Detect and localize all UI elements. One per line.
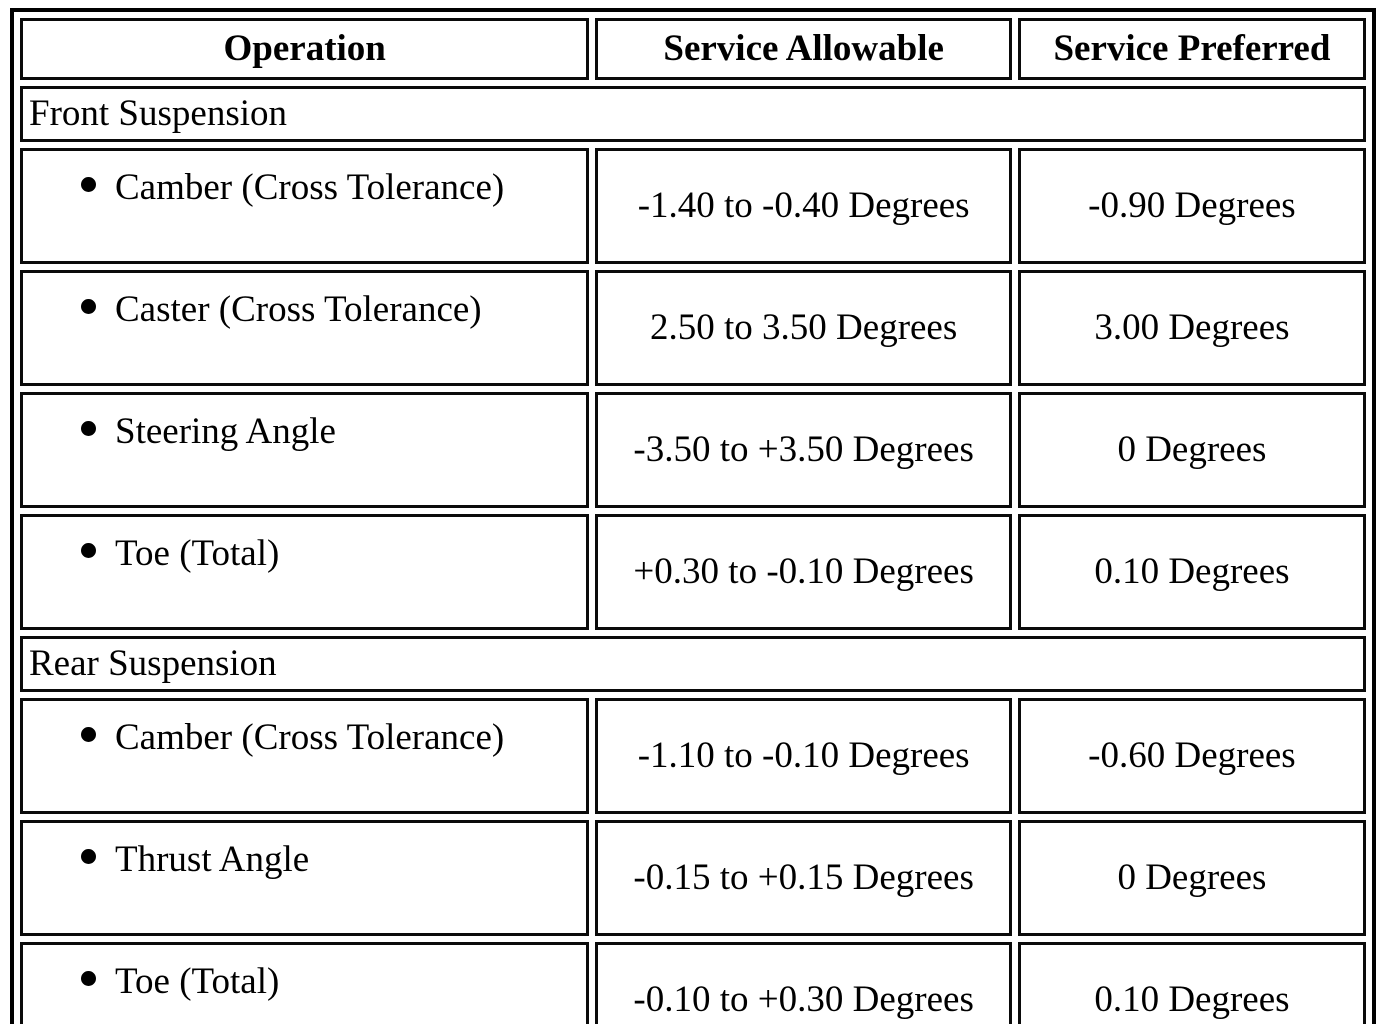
table-row: Caster (Cross Tolerance) 2.50 to 3.50 De… xyxy=(20,270,1366,386)
column-header-operation: Operation xyxy=(20,18,590,80)
operation-cell: Toe (Total) xyxy=(20,514,590,630)
operation-cell: Thrust Angle xyxy=(20,820,590,936)
operation-label: Caster (Cross Tolerance) xyxy=(115,289,482,331)
service-allowable-cell: 2.50 to 3.50 Degrees xyxy=(595,270,1012,386)
bullet-icon xyxy=(81,543,96,559)
operation-label: Camber (Cross Tolerance) xyxy=(115,717,505,759)
service-preferred-cell: -0.60 Degrees xyxy=(1017,698,1366,814)
bullet-icon xyxy=(81,177,96,193)
table-row: Steering Angle -3.50 to +3.50 Degrees 0 … xyxy=(20,392,1366,508)
operation-cell: Steering Angle xyxy=(20,392,590,508)
service-allowable-cell: -0.10 to +0.30 Degrees xyxy=(595,942,1012,1024)
section-row-front-suspension: Front Suspension xyxy=(20,86,1366,142)
section-title-front-suspension: Front Suspension xyxy=(20,86,1366,142)
section-row-rear-suspension: Rear Suspension xyxy=(20,636,1366,692)
operation-cell: Camber (Cross Tolerance) xyxy=(20,148,590,264)
service-allowable-cell: -3.50 to +3.50 Degrees xyxy=(595,392,1012,508)
table-header-row: Operation Service Allowable Service Pref… xyxy=(20,18,1366,80)
column-header-service-preferred: Service Preferred xyxy=(1017,18,1366,80)
bullet-icon xyxy=(81,299,96,315)
operation-label: Toe (Total) xyxy=(115,961,280,1003)
operation-label: Toe (Total) xyxy=(115,533,280,575)
operation-cell: Caster (Cross Tolerance) xyxy=(20,270,590,386)
service-preferred-cell: 0.10 Degrees xyxy=(1017,514,1366,630)
alignment-spec-table: Operation Service Allowable Service Pref… xyxy=(10,8,1376,1024)
table-row: Camber (Cross Tolerance) -1.10 to -0.10 … xyxy=(20,698,1366,814)
service-preferred-cell: 0 Degrees xyxy=(1017,392,1366,508)
service-allowable-cell: -1.40 to -0.40 Degrees xyxy=(595,148,1012,264)
table-row: Thrust Angle -0.15 to +0.15 Degrees 0 De… xyxy=(20,820,1366,936)
bullet-icon xyxy=(81,849,96,865)
bullet-icon xyxy=(81,421,96,437)
table-row: Toe (Total) +0.30 to -0.10 Degrees 0.10 … xyxy=(20,514,1366,630)
bullet-icon xyxy=(81,727,96,743)
service-preferred-cell: 0 Degrees xyxy=(1017,820,1366,936)
service-allowable-cell: -1.10 to -0.10 Degrees xyxy=(595,698,1012,814)
table-row: Toe (Total) -0.10 to +0.30 Degrees 0.10 … xyxy=(20,942,1366,1024)
table-row: Camber (Cross Tolerance) -1.40 to -0.40 … xyxy=(20,148,1366,264)
service-allowable-cell: -0.15 to +0.15 Degrees xyxy=(595,820,1012,936)
service-preferred-cell: -0.90 Degrees xyxy=(1017,148,1366,264)
operation-label: Camber (Cross Tolerance) xyxy=(115,167,505,209)
operation-label: Steering Angle xyxy=(115,411,336,453)
operation-cell: Toe (Total) xyxy=(20,942,590,1024)
column-header-service-allowable: Service Allowable xyxy=(595,18,1012,80)
service-preferred-cell: 0.10 Degrees xyxy=(1017,942,1366,1024)
operation-cell: Camber (Cross Tolerance) xyxy=(20,698,590,814)
operation-label: Thrust Angle xyxy=(115,839,310,881)
section-title-rear-suspension: Rear Suspension xyxy=(20,636,1366,692)
service-allowable-cell: +0.30 to -0.10 Degrees xyxy=(595,514,1012,630)
bullet-icon xyxy=(81,971,96,987)
service-preferred-cell: 3.00 Degrees xyxy=(1017,270,1366,386)
